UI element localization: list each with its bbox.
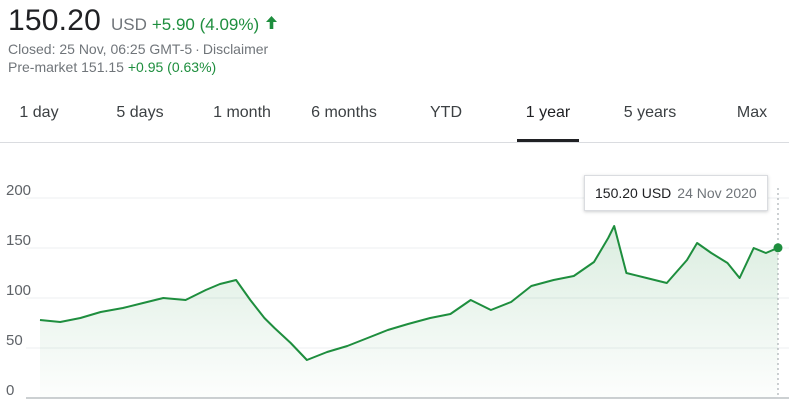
premarket-quote: Pre-market 151.15 +0.95 (0.63%) <box>8 58 278 76</box>
price-tooltip: 150.20 USD 24 Nov 2020 <box>584 175 768 211</box>
separator-dot: · <box>195 41 200 57</box>
price-line <box>39 225 779 361</box>
tab-5-days[interactable]: 5 days <box>116 104 164 121</box>
premarket-label: Pre-market <box>8 59 78 75</box>
hover-point <box>773 243 783 253</box>
tab-1-year[interactable]: 1 year <box>517 94 579 142</box>
y-tick-label: 200 <box>6 182 31 199</box>
premarket-price: 151.15 <box>81 59 124 75</box>
tab-max[interactable]: Max <box>736 104 768 121</box>
tab-1-day[interactable]: 1 day <box>19 104 59 121</box>
tab-ytd[interactable]: YTD <box>430 104 462 121</box>
market-status: Closed: 25 Nov, 06:25 GMT-5 · Disclaimer <box>8 40 278 58</box>
quote-header: 150.20 USD +5.90 (4.09%) Closed: 25 Nov,… <box>8 4 278 76</box>
y-tick-label: 100 <box>6 282 31 299</box>
y-tick-label: 150 <box>6 232 31 249</box>
currency-label: USD <box>110 15 147 34</box>
disclaimer-link[interactable]: Disclaimer <box>202 41 269 57</box>
tab-1-month[interactable]: 1 month <box>213 104 271 121</box>
y-tick-label: 50 <box>6 332 23 349</box>
current-price: 150.20 <box>8 4 101 37</box>
tab-5-years[interactable]: 5 years <box>623 104 677 121</box>
premarket-change: +0.95 (0.63%) <box>127 59 217 75</box>
price-change: +5.90 (4.09%) <box>151 15 260 34</box>
tooltip-date: 24 Nov 2020 <box>677 185 757 201</box>
tab-6-months[interactable]: 6 months <box>311 104 377 121</box>
closed-time: Closed: 25 Nov, 06:25 GMT-5 <box>8 41 193 57</box>
y-tick-label: 0 <box>6 382 14 399</box>
price-row: 150.20 USD +5.90 (4.09%) <box>8 4 278 38</box>
price-area <box>40 226 778 398</box>
arrow-up-icon <box>265 15 278 35</box>
tooltip-price: 150.20 USD <box>595 185 672 201</box>
range-tabs: 1 day 5 days 1 month 6 months YTD 1 year… <box>0 94 789 143</box>
